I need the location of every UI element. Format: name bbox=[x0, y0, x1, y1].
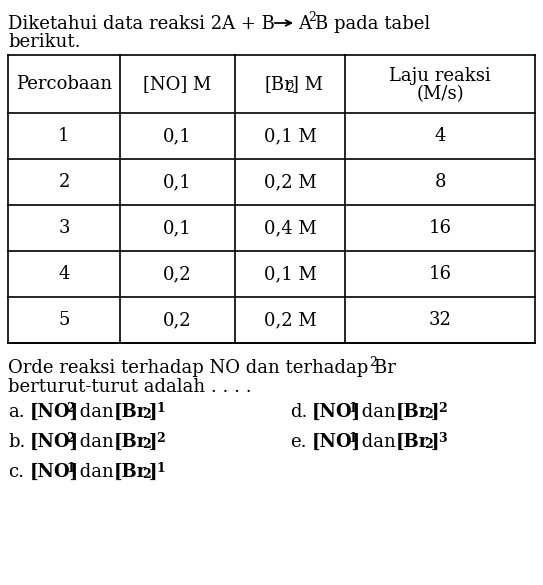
Text: 2: 2 bbox=[438, 402, 447, 415]
Text: a.: a. bbox=[8, 403, 24, 421]
Text: 1: 1 bbox=[66, 462, 75, 475]
Text: 2: 2 bbox=[66, 402, 75, 415]
Text: dan: dan bbox=[74, 463, 119, 481]
Text: Orde reaksi terhadap NO dan terhadap Br: Orde reaksi terhadap NO dan terhadap Br bbox=[8, 359, 396, 377]
Text: ]: ] bbox=[431, 433, 439, 451]
Text: (M/s): (M/s) bbox=[416, 85, 464, 103]
Text: 0,2 M: 0,2 M bbox=[263, 173, 317, 191]
Text: 2: 2 bbox=[424, 408, 433, 421]
Text: [Br: [Br bbox=[264, 75, 293, 93]
Text: 1: 1 bbox=[348, 402, 357, 415]
Text: 0,1: 0,1 bbox=[163, 173, 192, 191]
Text: ]: ] bbox=[149, 433, 157, 451]
Text: 4: 4 bbox=[58, 265, 70, 283]
Text: berturut-turut adalah . . . .: berturut-turut adalah . . . . bbox=[8, 378, 251, 396]
Text: 0,1: 0,1 bbox=[163, 127, 192, 145]
Text: [Br: [Br bbox=[114, 433, 147, 451]
Text: c.: c. bbox=[8, 463, 24, 481]
Text: 0,2: 0,2 bbox=[163, 311, 192, 329]
Text: 1: 1 bbox=[156, 402, 165, 415]
Text: 2: 2 bbox=[424, 438, 433, 451]
Text: 0,1 M: 0,1 M bbox=[263, 265, 317, 283]
Text: 1: 1 bbox=[58, 127, 70, 145]
Text: 0,1: 0,1 bbox=[163, 219, 192, 237]
Text: [NO]: [NO] bbox=[30, 433, 79, 451]
Text: 2: 2 bbox=[66, 432, 75, 445]
Text: 0,1 M: 0,1 M bbox=[263, 127, 317, 145]
Text: berikut.: berikut. bbox=[8, 33, 80, 51]
Text: 0,2 M: 0,2 M bbox=[263, 311, 317, 329]
Text: [NO]: [NO] bbox=[30, 403, 79, 421]
Text: Laju reaksi: Laju reaksi bbox=[389, 67, 491, 85]
Text: [NO]: [NO] bbox=[312, 433, 361, 451]
Text: B pada tabel: B pada tabel bbox=[315, 15, 430, 33]
Text: 32: 32 bbox=[428, 311, 451, 329]
Text: 2: 2 bbox=[308, 11, 316, 24]
Text: 2: 2 bbox=[142, 408, 151, 421]
Text: e.: e. bbox=[290, 433, 306, 451]
Text: 2: 2 bbox=[156, 432, 165, 445]
Text: 16: 16 bbox=[428, 219, 451, 237]
Text: ]: ] bbox=[149, 463, 157, 481]
Text: [NO] M: [NO] M bbox=[143, 75, 212, 93]
Text: 3: 3 bbox=[438, 432, 447, 445]
Text: ] M: ] M bbox=[293, 75, 324, 93]
Text: Percobaan: Percobaan bbox=[16, 75, 112, 93]
Text: 5: 5 bbox=[58, 311, 70, 329]
Text: dan: dan bbox=[74, 403, 119, 421]
Text: [Br: [Br bbox=[396, 433, 430, 451]
Text: [Br: [Br bbox=[114, 463, 147, 481]
Text: 2: 2 bbox=[287, 82, 294, 95]
Text: 2: 2 bbox=[142, 438, 151, 451]
Text: b.: b. bbox=[8, 433, 26, 451]
Text: [Br: [Br bbox=[114, 403, 147, 421]
Text: Diketahui data reaksi 2A + B: Diketahui data reaksi 2A + B bbox=[8, 15, 281, 33]
Text: 0,2: 0,2 bbox=[163, 265, 192, 283]
Text: 0,4 M: 0,4 M bbox=[263, 219, 317, 237]
Text: 16: 16 bbox=[428, 265, 451, 283]
Text: dan: dan bbox=[356, 403, 401, 421]
Text: A: A bbox=[298, 15, 311, 33]
Text: d.: d. bbox=[290, 403, 307, 421]
Text: [Br: [Br bbox=[396, 403, 430, 421]
Text: 2: 2 bbox=[369, 356, 377, 369]
Text: dan: dan bbox=[74, 433, 119, 451]
Text: 4: 4 bbox=[434, 127, 446, 145]
Text: 1: 1 bbox=[348, 432, 357, 445]
Text: ]: ] bbox=[149, 403, 157, 421]
Text: 8: 8 bbox=[434, 173, 446, 191]
Text: [NO]: [NO] bbox=[30, 463, 79, 481]
Text: 3: 3 bbox=[58, 219, 70, 237]
Text: 1: 1 bbox=[156, 462, 165, 475]
Text: 2: 2 bbox=[142, 468, 151, 481]
Text: 2: 2 bbox=[58, 173, 70, 191]
Text: ]: ] bbox=[431, 403, 439, 421]
Text: [NO]: [NO] bbox=[312, 403, 361, 421]
Text: dan: dan bbox=[356, 433, 401, 451]
